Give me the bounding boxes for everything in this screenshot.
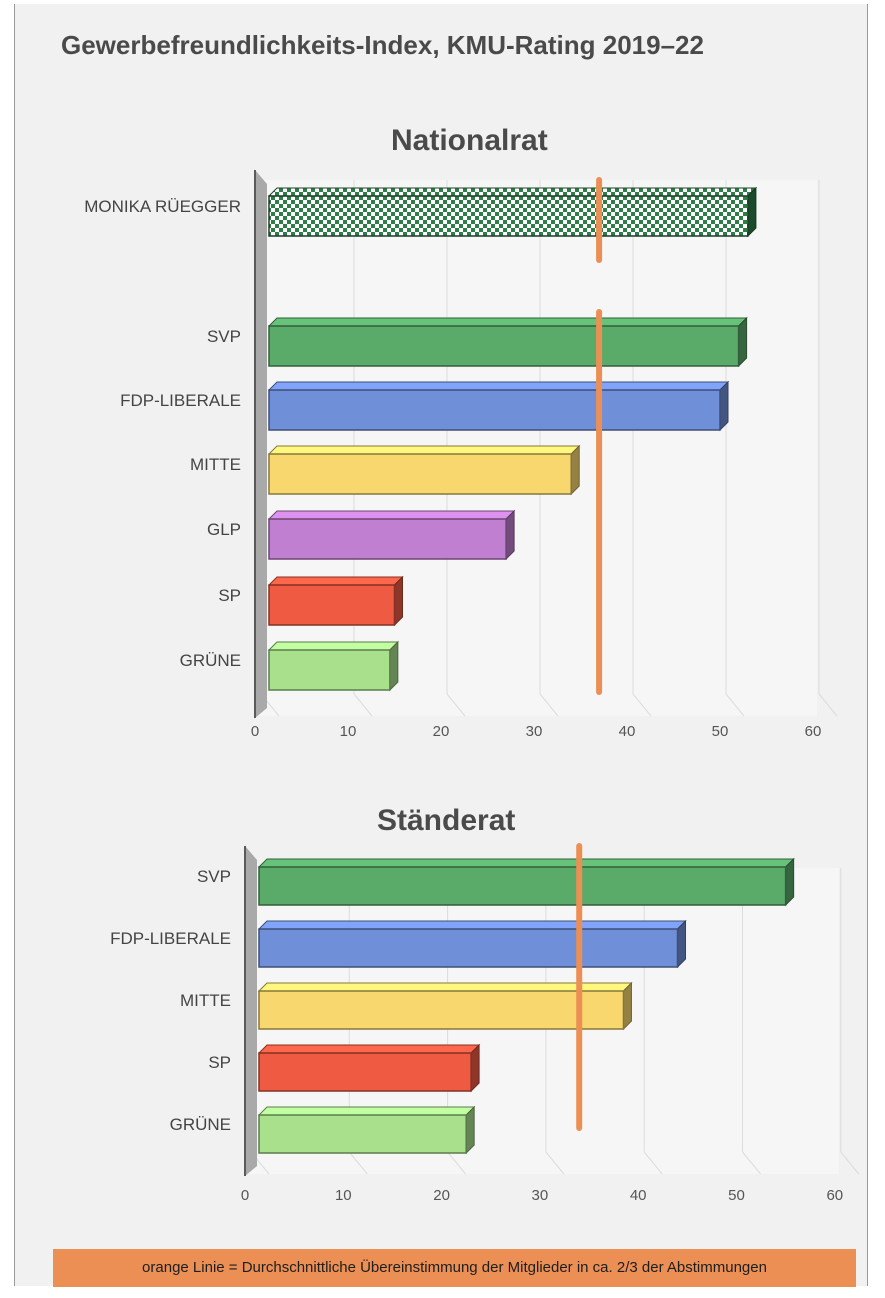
bar-gruene (267, 640, 400, 692)
nr-x-tick-label: 60 (805, 723, 822, 740)
nr-floor-line (353, 693, 373, 717)
sr-floor-line (742, 1151, 761, 1175)
category-label-gruene: GRÜNE (170, 1115, 231, 1134)
staenderat-title: Ständerat (377, 804, 516, 837)
sr-x-tick-label: 10 (335, 1187, 352, 1204)
nr-x-tick-label: 10 (340, 723, 357, 740)
bar-sp (257, 1043, 481, 1093)
nr-x-tick-label: 0 (251, 723, 259, 740)
bar-fdp-liberale (267, 380, 730, 432)
bar-svp (267, 316, 748, 368)
nationalrat-title: Nationalrat (391, 124, 548, 157)
nr-axis-wall (255, 170, 267, 718)
sr-floor-line (348, 1151, 368, 1175)
bar-mitte (267, 444, 581, 496)
sr-x-tick-label: 20 (433, 1187, 450, 1204)
sr-x-tick-label: 50 (728, 1187, 745, 1204)
nr-floor-line (725, 693, 745, 717)
sr-floor-line (840, 1151, 860, 1175)
nr-x-tick-label: 20 (433, 723, 450, 740)
sr-x-tick-label: 40 (630, 1187, 647, 1204)
sr-floor-line (643, 1151, 663, 1175)
bar-fdp-liberale (257, 919, 687, 969)
nr-x-tick-label: 50 (712, 723, 729, 740)
category-label-sp: SP (218, 586, 241, 605)
sr-floor-line (545, 1151, 565, 1175)
nr-x-tick-label: 30 (526, 723, 543, 740)
bar-glp (267, 509, 516, 561)
sr-axis-wall (245, 846, 257, 1176)
sr-floor-line (447, 1151, 466, 1175)
bar-gruene (257, 1105, 476, 1155)
nr-floor-line (632, 693, 652, 717)
category-label-fdp-liberale: FDP-LIBERALE (120, 391, 241, 410)
category-label-glp: GLP (207, 520, 241, 539)
sr-x-tick-label: 60 (826, 1187, 843, 1204)
bar-svp (257, 857, 795, 907)
category-label-svp: SVP (207, 327, 241, 346)
category-label-fdp-liberale: FDP-LIBERALE (110, 929, 231, 948)
staenderat-chart: 0 10 20 30 40 50 60 SVP FDP-LIBERALE MITTE SP GRÜNE (110, 843, 860, 1204)
nr-floor-line (818, 693, 838, 717)
nr-floor-line (446, 693, 466, 717)
bar-sp (267, 575, 404, 627)
category-label-sp: SP (208, 1053, 231, 1072)
category-label-mitte: MITTE (180, 991, 231, 1010)
category-label-gruene: GRÜNE (180, 651, 241, 670)
legend-note: orange Linie = Durchschnittliche Überein… (53, 1249, 856, 1287)
nr-x-tick-label: 40 (619, 723, 636, 740)
main-title: Gewerbefreundlichkeits-Index, KMU-Rating… (61, 30, 704, 60)
bar-mitte (257, 981, 633, 1031)
category-label-svp: SVP (197, 867, 231, 886)
nationalrat-chart: 0 10 20 30 40 50 60 MONIKA RÜEGGER SVP FDP-LIBERA… (84, 170, 838, 740)
sr-x-tick-label: 0 (241, 1187, 249, 1204)
bar-monika-rueegger (267, 186, 758, 238)
sr-x-tick-label: 30 (532, 1187, 549, 1204)
category-label-mitte: MITTE (190, 455, 241, 474)
nr-floor-line (539, 693, 559, 717)
category-label-monika-rueegger: MONIKA RÜEGGER (84, 197, 241, 216)
chart-page: Gewerbefreundlichkeits-Index, KMU-Rating… (14, 4, 868, 1287)
